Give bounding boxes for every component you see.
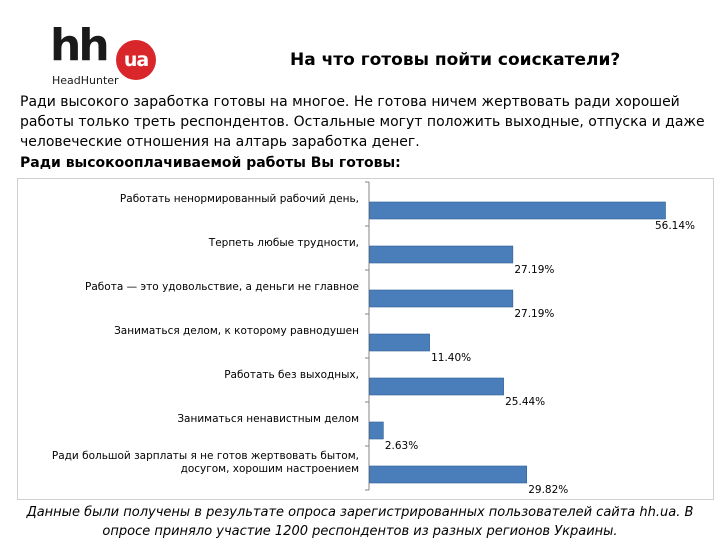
bar-5 bbox=[369, 377, 504, 396]
bar-6 bbox=[369, 421, 384, 440]
logo-hh-text: hh bbox=[50, 20, 110, 71]
category-label-5: Работать без выходных, bbox=[224, 369, 359, 381]
question-text: Ради высокооплачиваемой работы Вы готовы… bbox=[20, 155, 401, 171]
logo-ua-badge: ua bbox=[116, 40, 156, 80]
data-label-2: 27.19% bbox=[514, 264, 554, 276]
data-label-5: 25.44% bbox=[505, 396, 545, 408]
footer-note: Данные были получены в результате опроса… bbox=[26, 505, 694, 539]
data-label-3: 27.19% bbox=[514, 308, 554, 320]
intro-text: Ради высокого заработка готовы на многое… bbox=[20, 94, 705, 150]
slide-title: На что готовы пойти соискатели? bbox=[290, 50, 621, 70]
bar-7 bbox=[369, 465, 528, 484]
data-label-7: 29.82% bbox=[528, 484, 568, 496]
bar-chart: Работать ненормированный рабочий день, 56… bbox=[52, 181, 695, 496]
logo-subtitle: HeadHunter bbox=[52, 74, 119, 87]
bar-2 bbox=[369, 245, 514, 264]
bar-1 bbox=[369, 201, 666, 220]
data-label-4: 11.40% bbox=[431, 352, 471, 364]
headhunter-logo: hh ua HeadHunter bbox=[50, 20, 160, 88]
data-label-6: 2.63% bbox=[385, 440, 418, 452]
category-label-1: Работать ненормированный рабочий день, bbox=[120, 193, 359, 205]
category-label-6: Заниматься ненавистным делом bbox=[177, 413, 359, 425]
category-label-7: Ради большой зарплаты я не готов жертвов… bbox=[52, 450, 359, 475]
category-label-2: Терпеть любые трудности, bbox=[208, 237, 359, 249]
category-label-4: Заниматься делом, к которому равнодушен bbox=[114, 325, 359, 337]
bar-3 bbox=[369, 289, 514, 308]
category-label-3: Работа — это удовольствие, а деньги не г… bbox=[85, 281, 359, 293]
data-label-1: 56.14% bbox=[655, 220, 695, 232]
bar-4 bbox=[369, 333, 430, 352]
